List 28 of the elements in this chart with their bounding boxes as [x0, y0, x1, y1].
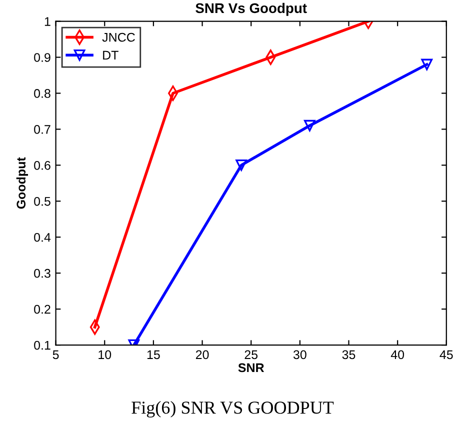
x-tick-label: 45 — [440, 350, 453, 360]
point — [421, 58, 433, 70]
x-tick-label: 5 — [52, 350, 59, 360]
y-tick-label: 0.2 — [34, 304, 50, 314]
x-tick-label: 40 — [390, 350, 404, 360]
x-tick-label: 10 — [98, 350, 112, 360]
y-tick-label: 0.5 — [34, 196, 50, 206]
point — [304, 120, 316, 132]
x-axis-title: SNR — [238, 363, 264, 372]
text: Fig(6) SNR VS GOODPUT — [132, 401, 334, 418]
y-tick-label: 0.9 — [34, 53, 50, 62]
x-tick-label: 30 — [293, 350, 306, 360]
legend-label: DT — [103, 50, 118, 60]
y-tick-label: 0.4 — [34, 232, 51, 242]
y-axis-title: Goodput — [16, 157, 28, 209]
y-tick-label: 1 — [44, 17, 50, 26]
x-tick-label: 25 — [244, 350, 258, 360]
y-tick-label: 0.8 — [34, 89, 50, 98]
y-tick-label: 0.6 — [34, 160, 50, 170]
point — [236, 159, 248, 171]
y-tick-label: 0.1 — [34, 340, 50, 350]
x-tick-label: 35 — [342, 350, 356, 360]
x-tick-label: 20 — [196, 350, 209, 360]
y-tick-label: 0.7 — [34, 125, 50, 134]
chart-title: SNR Vs Goodput — [196, 2, 307, 16]
x-tick-label: 15 — [147, 350, 160, 360]
y-tick-label: 0.3 — [34, 268, 50, 278]
legend-label: JNCC — [102, 32, 135, 42]
